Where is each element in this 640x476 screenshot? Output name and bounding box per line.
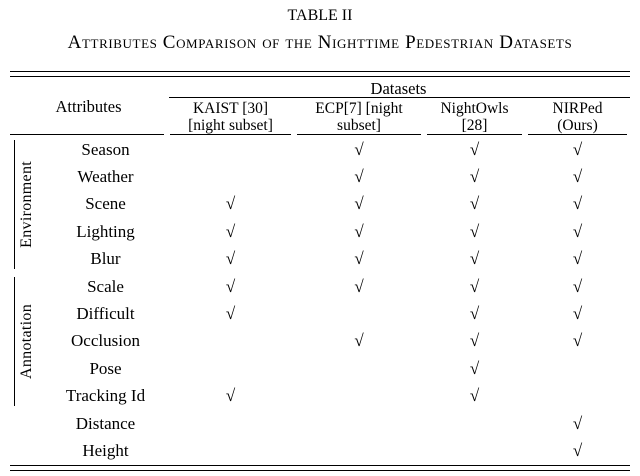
empty-cell bbox=[167, 410, 294, 437]
attribute-name: Lighting bbox=[76, 221, 135, 241]
empty-cell bbox=[294, 437, 424, 464]
check-mark: √ bbox=[225, 386, 236, 406]
check-mark: √ bbox=[225, 221, 236, 241]
check-mark: √ bbox=[354, 276, 364, 296]
attributes-header-label: Attributes bbox=[55, 96, 122, 116]
empty-cell bbox=[167, 355, 294, 382]
check-mark: √ bbox=[225, 304, 236, 324]
empty-cell bbox=[294, 355, 424, 382]
check-mark: √ bbox=[572, 413, 583, 433]
datasets-group-header: Datasets bbox=[167, 78, 630, 99]
table-number: TABLE II bbox=[287, 7, 353, 24]
table-caption: Attributes Comparison of the Nighttime P… bbox=[67, 32, 573, 53]
attribute-name: Difficult bbox=[76, 304, 135, 324]
attribute-name: Scale bbox=[87, 276, 124, 296]
attributes-comparison-table: Attributes Datasets KAIST [30] [night su… bbox=[10, 71, 630, 471]
empty-cell bbox=[424, 437, 525, 464]
check-mark: √ bbox=[469, 167, 480, 187]
row-group-annotation: Annotation bbox=[10, 273, 44, 410]
check-mark: √ bbox=[469, 276, 480, 296]
bottom-rule bbox=[10, 464, 630, 471]
check-mark: √ bbox=[354, 249, 364, 269]
check-mark: √ bbox=[572, 194, 583, 214]
empty-cell bbox=[167, 437, 294, 464]
table-header: Attributes Datasets KAIST [30] [night su… bbox=[10, 78, 630, 135]
column-header-line: NIRPed bbox=[552, 100, 603, 117]
attribute-name: Tracking Id bbox=[65, 386, 146, 406]
check-mark: √ bbox=[572, 249, 583, 269]
check-mark: √ bbox=[572, 167, 583, 187]
attributes-column-header: Attributes bbox=[10, 78, 167, 135]
empty-cell bbox=[424, 410, 525, 437]
attribute-name: Pose bbox=[89, 358, 122, 378]
check-mark: √ bbox=[572, 440, 583, 460]
table-body: Environment Annotation Season √ √ √ Weather √ √ √… bbox=[10, 136, 630, 465]
check-mark: √ bbox=[469, 386, 480, 406]
column-header-kaist: KAIST [30] [night subset] bbox=[167, 99, 294, 135]
top-rule bbox=[10, 71, 630, 77]
attribute-name: Blur bbox=[90, 249, 121, 269]
check-mark: √ bbox=[469, 194, 480, 214]
check-mark: √ bbox=[572, 221, 583, 241]
empty-cell bbox=[294, 383, 424, 410]
check-mark: √ bbox=[572, 331, 583, 351]
check-mark: √ bbox=[572, 304, 583, 324]
row-group-environment: Environment bbox=[10, 136, 44, 273]
empty-cell bbox=[525, 355, 630, 382]
attribute-name: Scene bbox=[85, 194, 126, 214]
column-header-line: NightOwls bbox=[440, 100, 509, 117]
empty-cell bbox=[167, 136, 294, 163]
empty-cell bbox=[294, 410, 424, 437]
check-mark: √ bbox=[225, 276, 236, 296]
check-mark: √ bbox=[469, 139, 480, 159]
column-header-line: KAIST [30] bbox=[192, 100, 269, 117]
empty-cell bbox=[167, 163, 294, 190]
check-mark: √ bbox=[354, 221, 364, 241]
check-mark: √ bbox=[469, 331, 480, 351]
check-mark: √ bbox=[225, 194, 236, 214]
check-mark: √ bbox=[469, 304, 480, 324]
column-header-line: (Ours) bbox=[557, 117, 598, 134]
check-mark: √ bbox=[469, 221, 480, 241]
empty-cell bbox=[525, 383, 630, 410]
column-header-ecp: ECP[7] [night subset] bbox=[294, 99, 424, 135]
attribute-name: Season bbox=[81, 139, 130, 159]
empty-cell bbox=[167, 328, 294, 355]
attribute-name: Distance bbox=[75, 413, 136, 433]
row-group-label: Environment bbox=[18, 161, 35, 248]
column-header-line: [night subset] bbox=[188, 117, 273, 134]
column-header-nirped: NIRPed (Ours) bbox=[525, 99, 630, 135]
column-header-line: ECP[7] [night bbox=[315, 100, 403, 117]
column-header-line: [28] bbox=[461, 117, 488, 134]
check-mark: √ bbox=[572, 139, 583, 159]
check-mark: √ bbox=[354, 331, 364, 351]
check-mark: √ bbox=[354, 139, 364, 159]
check-mark: √ bbox=[469, 249, 480, 269]
attribute-name: Height bbox=[82, 440, 129, 460]
check-mark: √ bbox=[572, 276, 583, 296]
check-mark: √ bbox=[354, 167, 364, 187]
row-group-label: Annotation bbox=[18, 303, 35, 379]
check-mark: √ bbox=[225, 249, 236, 269]
check-mark: √ bbox=[354, 194, 364, 214]
empty-cell bbox=[294, 300, 424, 327]
attribute-name: Occlusion bbox=[71, 331, 140, 351]
attribute-name: Weather bbox=[77, 167, 134, 187]
check-mark: √ bbox=[469, 358, 480, 378]
column-header-line: subset] bbox=[337, 117, 381, 134]
column-header-nightowls: NightOwls [28] bbox=[424, 99, 525, 135]
